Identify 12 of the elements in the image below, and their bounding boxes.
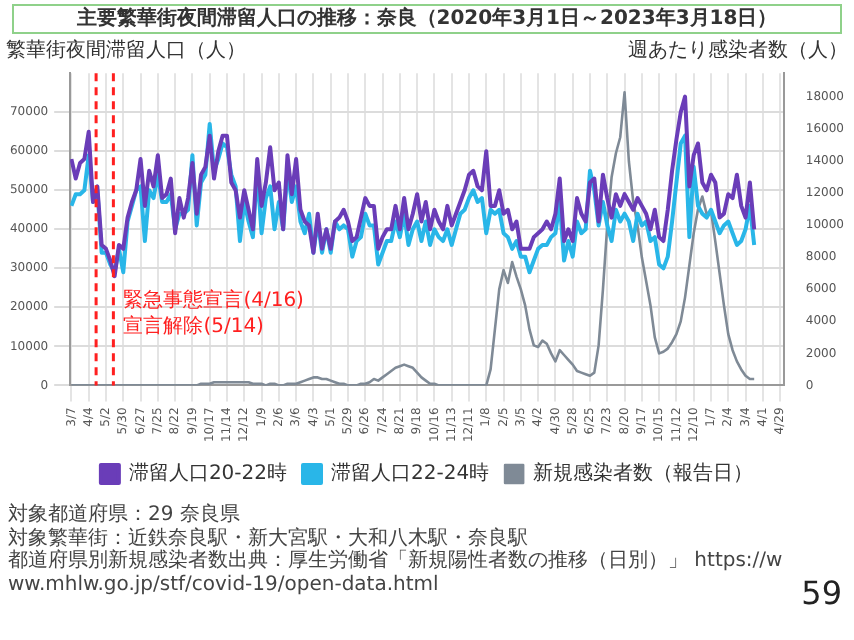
- text: 都道府県別新規感染者数出典：厚生労働省「新規陽性者数の推移（日別）」 https://www.mhlw.go.jp/stf/covid-19/open-data.html: [8, 550, 785, 596]
- legend-label: 滞留人口20-22時: [128, 461, 288, 486]
- chart-title: 主要繁華街夜間滞留人口の推移：奈良（2020年3月1日～2023年3月18日）: [12, 4, 842, 34]
- ref-line-label: 宣言解除(5/14): [123, 314, 265, 339]
- text: 対象都道府県：29 奈良県: [8, 504, 242, 527]
- y2-axis-title: 週あたり感染者数（人）: [628, 37, 848, 64]
- y-axis-title: 繁華街夜間滞留人口（人）: [6, 37, 246, 64]
- text: 59: [801, 574, 842, 612]
- ref-line-label: 緊急事態宣言(4/16): [123, 288, 305, 313]
- legend-label: 滞留人口22-24時: [331, 461, 490, 486]
- legend-label: 新規感染者数（報告日）: [533, 461, 754, 486]
- text: 対象繁華街：近鉄奈良駅・新大宮駅・大和八木駅・奈良駅: [8, 527, 530, 549]
